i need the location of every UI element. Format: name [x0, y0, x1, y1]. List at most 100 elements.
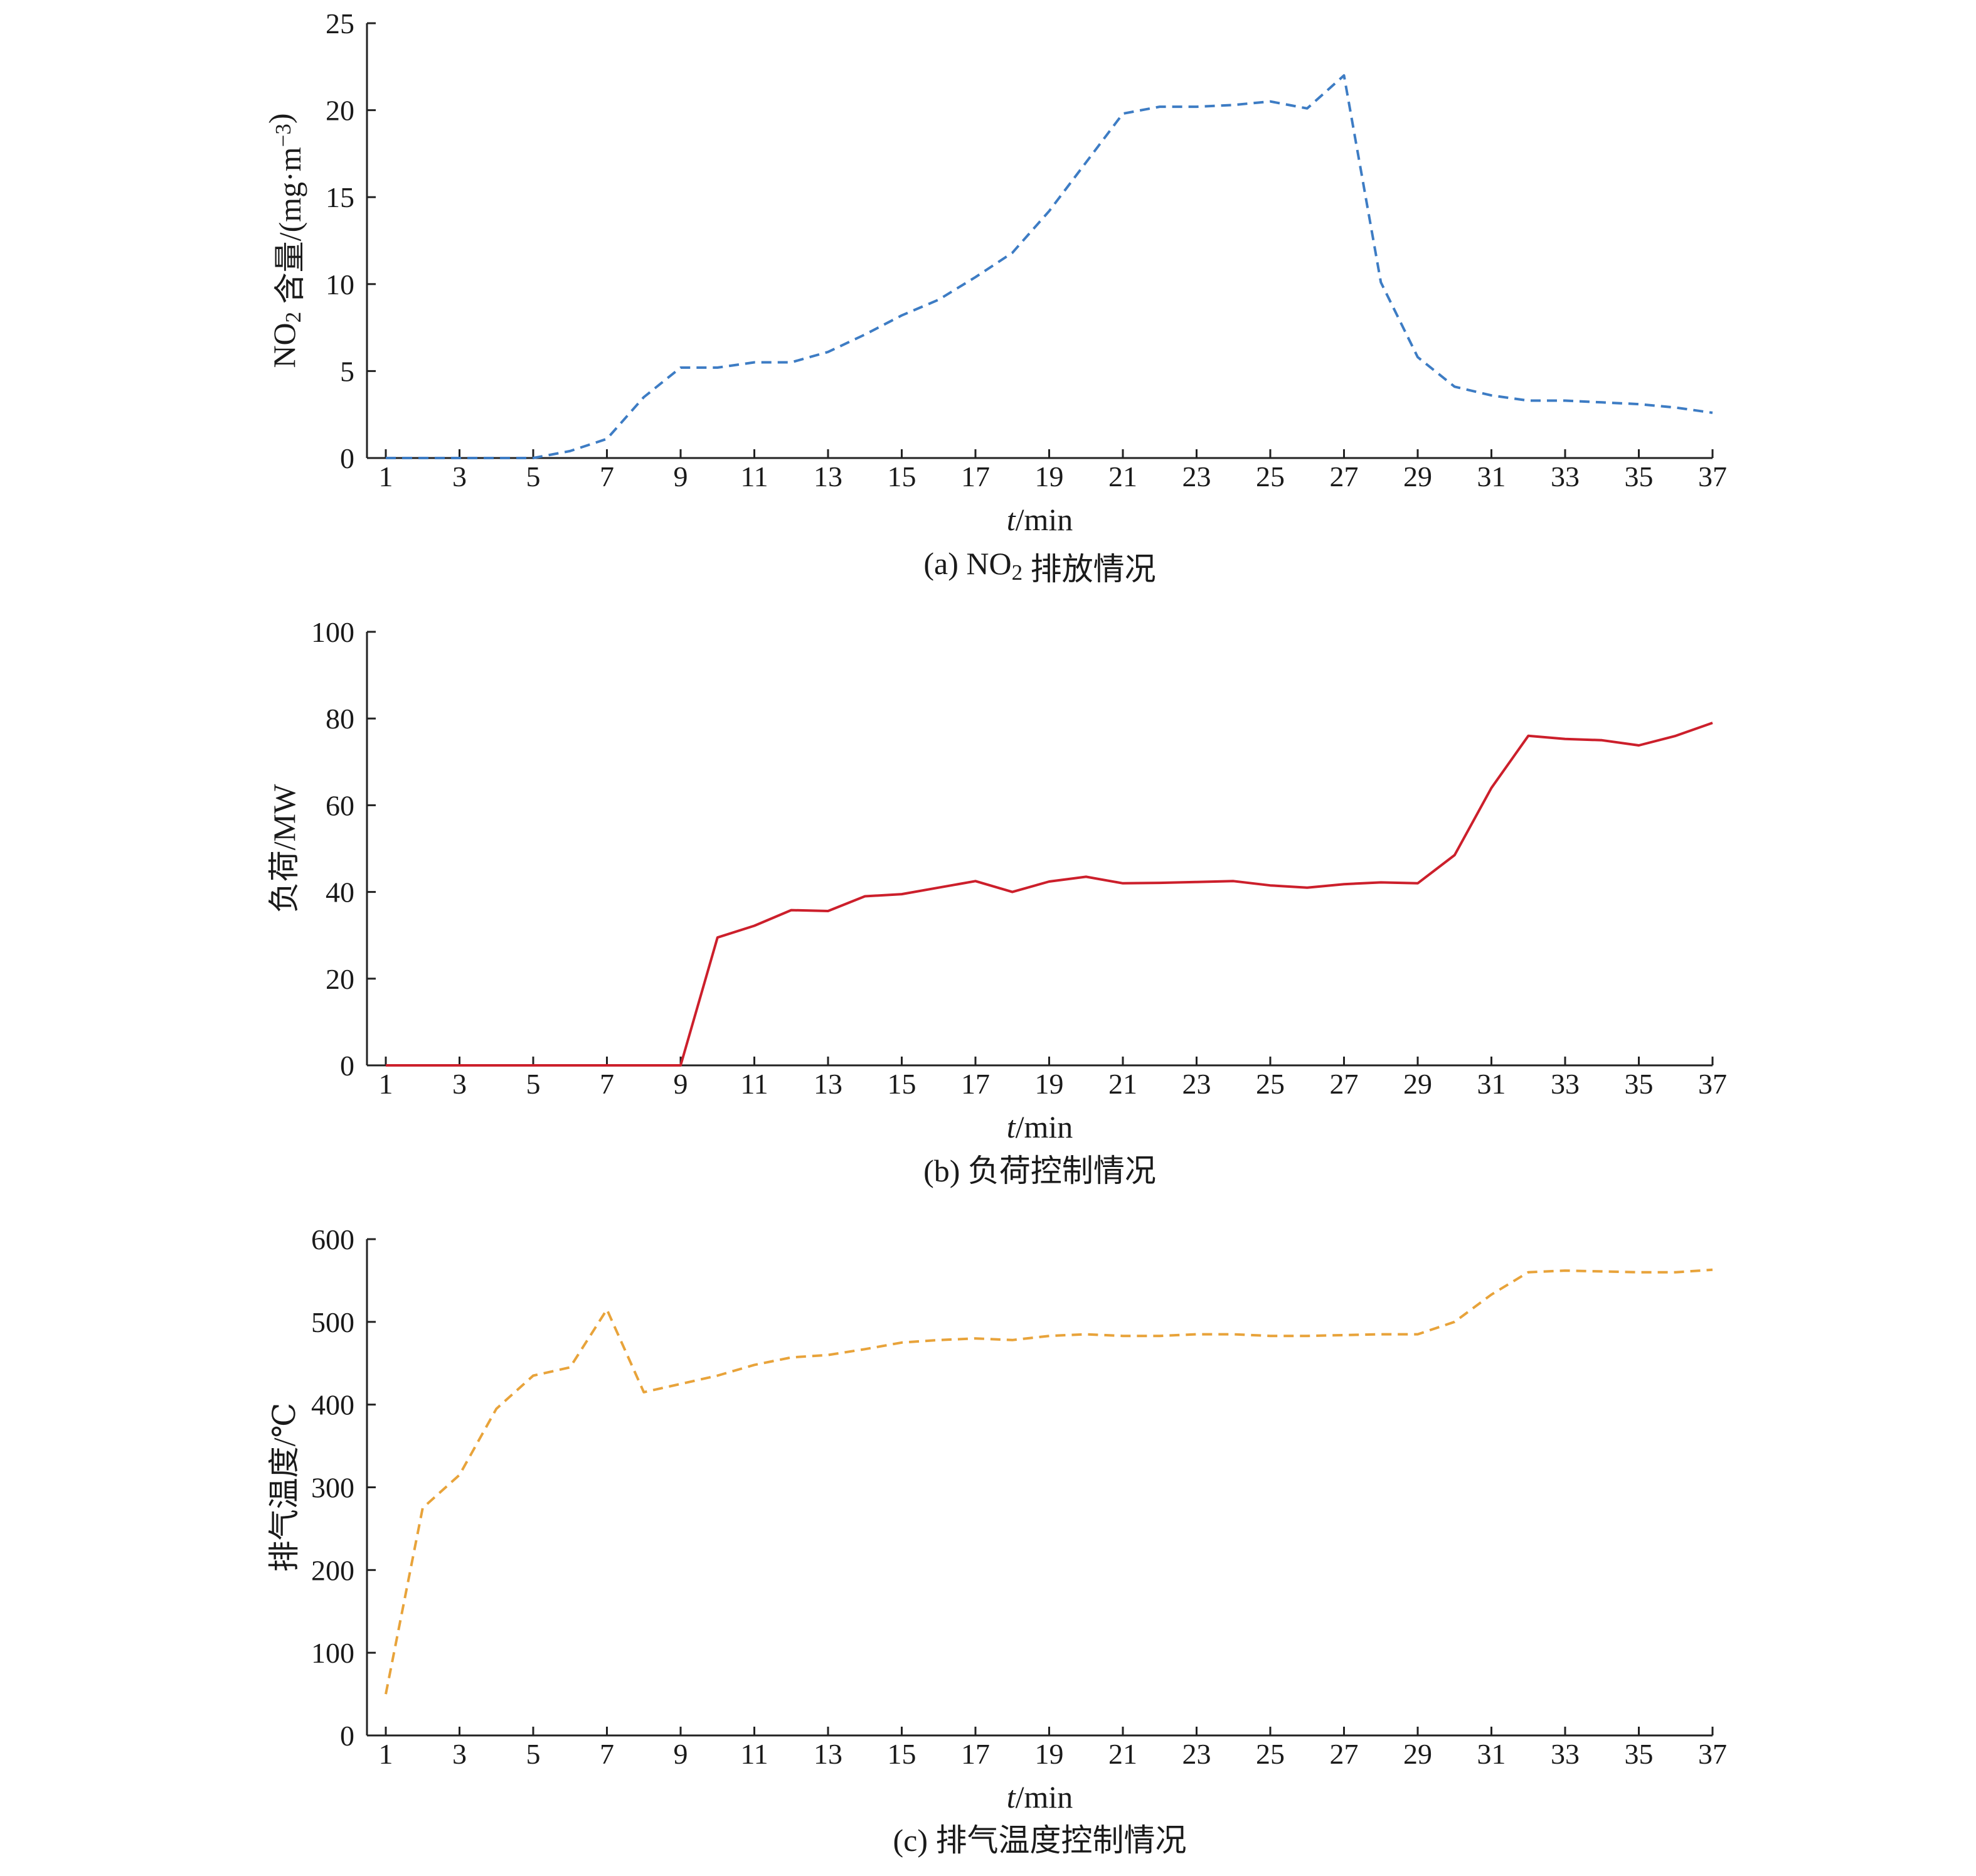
data-point [1379, 1333, 1382, 1336]
x-tick-label: 37 [1698, 1068, 1727, 1100]
x-tick-label: 15 [888, 1738, 916, 1770]
x-tick-label: 33 [1551, 1738, 1580, 1770]
data-point [753, 924, 756, 927]
data-point [1122, 112, 1124, 115]
x-tick-label: 1 [379, 1068, 393, 1100]
data-point [1048, 880, 1051, 883]
x-tick-label: 31 [1477, 461, 1506, 493]
y-tick-label: 20 [326, 963, 354, 995]
data-point [1416, 356, 1419, 358]
x-tick-label: 19 [1035, 1738, 1064, 1770]
x-tick-label: 19 [1035, 461, 1064, 493]
data-point [1601, 401, 1603, 403]
x-tick-label: 15 [888, 461, 916, 493]
x-tick-label: 5 [526, 1068, 541, 1100]
x-tick-label: 1 [379, 461, 393, 493]
x-tick-label: 23 [1182, 1068, 1211, 1100]
data-point [901, 893, 903, 895]
data-point [1638, 1271, 1640, 1274]
data-point [1343, 1334, 1346, 1336]
data-point [422, 457, 424, 459]
x-tick-label: 33 [1551, 1068, 1580, 1100]
data-point [1306, 887, 1309, 889]
y-tick-label: 5 [340, 355, 354, 387]
x-tick-label: 17 [961, 1738, 990, 1770]
data-point [1269, 100, 1272, 103]
data-point [532, 1375, 534, 1377]
x-tick-label: 5 [526, 461, 541, 493]
y-tick-label: 600 [311, 1223, 354, 1255]
data-point [679, 1064, 682, 1067]
data-point [422, 1506, 424, 1509]
data-point [385, 1693, 387, 1695]
data-point [385, 457, 387, 459]
data-point [1674, 407, 1677, 409]
data-point [642, 1064, 645, 1067]
data-point [606, 1064, 608, 1067]
x-tick-label: 9 [674, 1738, 688, 1770]
data-point [642, 396, 645, 398]
x-tick-label: 21 [1108, 1738, 1137, 1770]
data-point [459, 457, 461, 459]
data-point [790, 909, 792, 912]
data-point [1453, 385, 1456, 388]
y-tick-label: 20 [326, 95, 354, 127]
x-tick-label: 11 [740, 461, 768, 493]
data-point [495, 1407, 497, 1410]
x-tick-label: 37 [1698, 461, 1727, 493]
chart-panel-c: 1 3 5 7 9 11 13 15 17 19 21 23 25 27 29 31 33 35 370100200… [267, 1223, 1727, 1858]
x-axis-title: t/min [1007, 1779, 1073, 1815]
y-tick-label: 25 [326, 8, 354, 40]
data-point [1490, 787, 1493, 789]
data-point [716, 366, 719, 369]
data-point [1085, 161, 1087, 164]
data-point [532, 457, 534, 459]
data-point [679, 366, 682, 369]
data-point [827, 1354, 829, 1356]
data-point [1232, 1333, 1235, 1336]
data-point [1232, 880, 1235, 882]
data-point [937, 1339, 940, 1341]
x-tick-label: 9 [674, 461, 688, 493]
y-tick-label: 80 [326, 703, 354, 735]
data-point [1159, 105, 1161, 108]
panel-caption: (c) 排气温度控制情况 [893, 1823, 1187, 1858]
data-point [1122, 1335, 1124, 1337]
data-point [1306, 107, 1309, 110]
x-tick-label: 19 [1035, 1068, 1064, 1100]
x-tick-label: 33 [1551, 461, 1580, 493]
x-tick-label: 29 [1403, 1068, 1432, 1100]
x-tick-label: 9 [674, 1068, 688, 1100]
x-tick-label: 23 [1182, 461, 1211, 493]
data-point [1416, 1333, 1419, 1336]
y-tick-label: 60 [326, 789, 354, 821]
data-point [937, 887, 940, 889]
x-tick-label: 3 [452, 461, 467, 493]
data-point [790, 361, 792, 364]
x-tick-label: 29 [1403, 461, 1432, 493]
data-point [1638, 744, 1640, 747]
data-point [459, 1064, 461, 1067]
x-tick-label: 27 [1330, 461, 1359, 493]
panel-caption: (a) NO2 排放情况 [923, 546, 1155, 587]
x-tick-label: 35 [1625, 1738, 1654, 1770]
data-point [1048, 210, 1051, 212]
y-axis-title: NO2 含量/(mg·m−3) [262, 113, 307, 368]
data-point [1269, 1335, 1272, 1337]
x-tick-label: 5 [526, 1738, 541, 1770]
data-point [1159, 882, 1161, 884]
data-point [606, 438, 608, 440]
data-point [1379, 881, 1382, 883]
x-tick-label: 1 [379, 1738, 393, 1770]
data-point [1490, 1293, 1493, 1296]
x-tick-label: 13 [814, 1738, 842, 1770]
data-point [1416, 882, 1419, 885]
y-tick-label: 100 [311, 1637, 354, 1669]
data-point [1306, 1335, 1309, 1337]
data-point [753, 1363, 756, 1366]
data-point [790, 1356, 792, 1359]
data-point [1232, 104, 1235, 106]
data-point [532, 1064, 534, 1067]
data-point [1527, 735, 1529, 737]
x-tick-label: 29 [1403, 1738, 1432, 1770]
